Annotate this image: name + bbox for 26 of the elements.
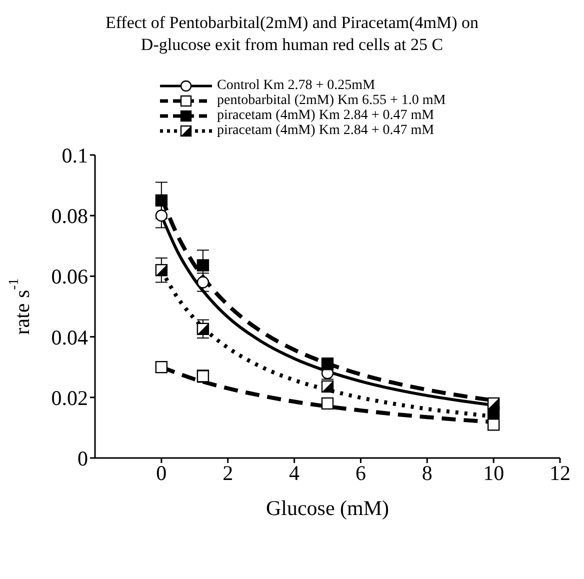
legend-label: pentobarbital (2mM) Km 6.55 + 1.0 mM xyxy=(217,92,446,108)
legend-label: piracetam (4mM) Km 2.84 + 0.47 mM xyxy=(217,108,434,124)
x-tick-label: 4 xyxy=(289,460,300,485)
point xyxy=(196,276,210,288)
x-axis-title: Glucose (mM) xyxy=(266,496,390,520)
y-tick-label: 0.04 xyxy=(51,325,88,350)
legend-label: Control Km 2.78 + 0.25mM xyxy=(217,78,376,94)
y-tick-label: 0.08 xyxy=(51,204,88,228)
chart-title: Effect of Pentobarbital(2mM) and Piracetam(4mM) on xyxy=(104,12,480,34)
y-tick-label: 0.06 xyxy=(51,264,88,289)
x-tick-label: 10 xyxy=(483,460,504,485)
chart-subtitle: D-glucose exit from human red cells at 25 C xyxy=(140,34,444,56)
point xyxy=(155,210,168,222)
point xyxy=(155,361,168,374)
x-tick-label: 0 xyxy=(156,460,167,485)
x-tick-label: 2 xyxy=(222,460,234,485)
y-tick-label: 0.02 xyxy=(51,386,88,410)
point xyxy=(196,259,210,272)
point xyxy=(487,418,500,431)
point xyxy=(321,397,334,410)
y-tick-label: 0.1 xyxy=(62,143,88,168)
legend-label: piracetam (4mM) Km 2.84 + 0.47 mM xyxy=(217,122,434,138)
x-tick-label: 12 xyxy=(550,460,570,485)
x-tick-label: 6 xyxy=(355,460,366,485)
x-tick-label: 8 xyxy=(422,460,432,485)
point xyxy=(155,194,168,207)
